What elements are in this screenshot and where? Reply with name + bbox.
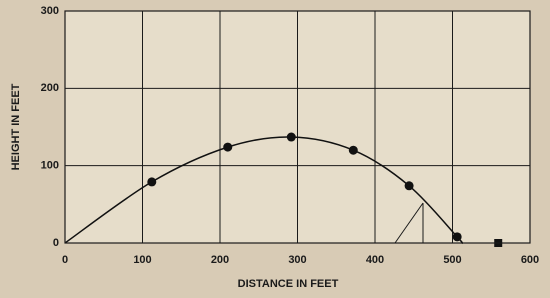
data-point	[147, 177, 157, 187]
x-tick-label: 0	[62, 254, 68, 266]
data-point	[286, 132, 296, 142]
x-tick-label: 400	[366, 254, 384, 266]
y-tick-label: 300	[41, 5, 59, 17]
y-tick-label: 200	[41, 82, 59, 94]
data-point	[348, 145, 358, 155]
data-point	[452, 232, 462, 242]
y-tick-label: 100	[41, 160, 59, 172]
x-tick-label: 500	[443, 254, 461, 266]
y-tick-label: 0	[53, 237, 59, 249]
x-tick-label: 100	[133, 254, 151, 266]
x-tick-label: 600	[521, 254, 539, 266]
angle-marker	[394, 202, 424, 244]
data-point	[223, 142, 233, 152]
x-axis-label: DISTANCE IN FEET	[238, 278, 339, 290]
plot-frame	[64, 10, 531, 244]
data-point	[404, 181, 414, 191]
x-tick-label: 300	[288, 254, 306, 266]
x-tick-label: 200	[211, 254, 229, 266]
y-axis-label: HEIGHT IN FEET	[10, 83, 22, 170]
